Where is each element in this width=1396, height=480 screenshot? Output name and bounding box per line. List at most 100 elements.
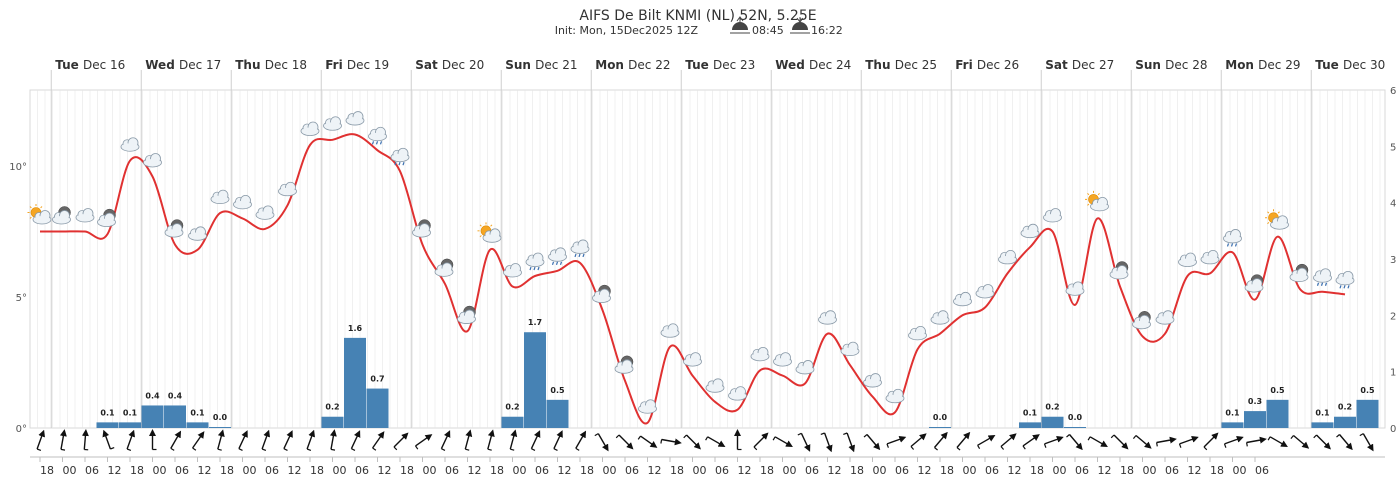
wind-arrow xyxy=(238,430,248,451)
wind-arrow-shaft xyxy=(846,432,855,453)
wind-arrow-shaft xyxy=(464,429,473,450)
hour-label: 18 xyxy=(40,464,54,477)
precipitation-value-label: 0.1 xyxy=(1315,408,1330,417)
hour-label: 12 xyxy=(648,464,662,477)
wind-arrow-barb xyxy=(615,434,620,439)
wind-arrow-barb xyxy=(1203,446,1208,451)
cloudy-icon xyxy=(840,341,860,357)
wind-arrow-barb xyxy=(1022,445,1026,450)
day-label: Sat Dec 20 xyxy=(415,58,484,72)
wind-arrow-barb xyxy=(238,448,243,451)
wind-arrow xyxy=(350,430,361,451)
wind-arrow xyxy=(637,435,658,448)
wind-arrow-shaft xyxy=(530,430,541,449)
night-cloudy-icon xyxy=(52,206,71,225)
precipitation-axis: 0 1 2 3 4 5 6 xyxy=(1390,86,1396,435)
wind-arrow xyxy=(393,432,409,451)
cloud-shape xyxy=(392,153,408,161)
day-label-date: Dec 30 xyxy=(1343,58,1385,72)
hour-label: 06 xyxy=(895,464,909,477)
wind-arrow xyxy=(1290,434,1310,449)
wind-arrow xyxy=(464,429,473,451)
day-label-dow: Sat xyxy=(415,58,442,72)
day-label: Sun Dec 21 xyxy=(505,58,577,72)
cloudy-icon xyxy=(975,284,995,299)
precipitation-bar xyxy=(366,388,389,428)
day-label-date: Dec 26 xyxy=(977,58,1019,72)
cloud-shape xyxy=(1224,234,1241,242)
hour-label: 12 xyxy=(108,464,122,477)
hour-label: 12 xyxy=(468,464,482,477)
precipitation-value-label: 0.5 xyxy=(1270,386,1285,395)
precipitation-bar xyxy=(209,427,231,428)
wind-arrow-barb xyxy=(1359,433,1364,437)
precipitation-bar xyxy=(1266,399,1289,428)
hour-label: 00 xyxy=(333,464,347,477)
night-cloudy-icon xyxy=(97,208,116,228)
wind-arrow-shaft xyxy=(170,430,182,449)
hour-label: 00 xyxy=(243,464,257,477)
sun-ray xyxy=(40,206,43,209)
precipitation-tick: 2 xyxy=(1390,311,1396,322)
wind-arrow xyxy=(149,429,157,451)
wind-arrow-barb xyxy=(1246,442,1248,447)
precipitation-value-label: 0.0 xyxy=(933,413,948,422)
wind-arrow-shaft xyxy=(509,429,518,450)
wind-arrow-shaft xyxy=(1224,436,1244,445)
rain-drop xyxy=(1320,282,1324,286)
wind-arrow xyxy=(886,436,907,448)
cloud-shape xyxy=(662,329,678,337)
night-cloudy-icon xyxy=(164,219,184,238)
cloudy-rain-icon xyxy=(1335,270,1355,289)
wind-arrow-shaft xyxy=(1000,433,1017,448)
sunset-time: 16:22 xyxy=(811,24,843,37)
cloud-shape xyxy=(932,316,948,324)
cloudy-icon xyxy=(930,310,950,325)
sun-ray xyxy=(1087,193,1090,196)
wind-arrow-shaft xyxy=(640,435,658,448)
cloud-shape xyxy=(144,158,161,166)
precipitation-value-label: 1.6 xyxy=(348,324,363,333)
wind-arrow xyxy=(1156,436,1177,447)
cloudy-icon xyxy=(75,208,95,223)
hour-label: 06 xyxy=(85,464,99,477)
day-label-date: Dec 28 xyxy=(1165,58,1207,72)
sun-ray xyxy=(1277,211,1280,214)
wind-arrow xyxy=(772,436,793,448)
wind-arrow-shaft xyxy=(618,434,634,450)
wind-arrow xyxy=(594,433,609,452)
wind-arrow-barb xyxy=(415,445,419,450)
day-label: Sun Dec 28 xyxy=(1135,58,1207,72)
wind-arrow-barb xyxy=(217,448,222,451)
temperature-tick: 10° xyxy=(9,162,27,173)
day-label-date: Dec 22 xyxy=(628,58,670,72)
cloud-shape xyxy=(1157,316,1173,324)
wind-arrow xyxy=(753,432,769,451)
wind-arrow xyxy=(261,429,270,451)
precipitation-value-label: 0.5 xyxy=(550,386,565,395)
night-cloudy-icon xyxy=(457,305,476,324)
wind-arrow xyxy=(329,429,337,451)
sun-ray xyxy=(29,216,32,219)
cloudy-icon xyxy=(750,346,770,362)
cloudy-icon xyxy=(233,194,252,210)
hour-label: 00 xyxy=(1233,464,1247,477)
subtitle-init: Init: Mon, 15Dec2025 12Z xyxy=(555,24,699,37)
wind-arrow-shaft xyxy=(192,431,205,449)
precipitation-value-label: 0.2 xyxy=(505,403,519,412)
precipitation-value-label: 0.0 xyxy=(213,413,228,422)
wind-arrow-shaft xyxy=(102,429,112,450)
rain-drop xyxy=(379,141,383,145)
wind-arrow xyxy=(1313,434,1331,450)
wind-arrow-shaft xyxy=(1113,434,1129,450)
hour-label: 06 xyxy=(1165,464,1179,477)
wind-arrow-barb xyxy=(1110,434,1115,439)
wind-arrow-shaft xyxy=(1203,432,1219,448)
hour-label: 06 xyxy=(175,464,189,477)
wind-arrow-barb xyxy=(441,448,446,451)
wind-arrow-barb xyxy=(683,434,687,439)
hour-label: 12 xyxy=(918,464,932,477)
cloud-shape xyxy=(436,268,452,276)
hour-label: 18 xyxy=(670,464,684,477)
wind-arrow xyxy=(59,429,67,451)
